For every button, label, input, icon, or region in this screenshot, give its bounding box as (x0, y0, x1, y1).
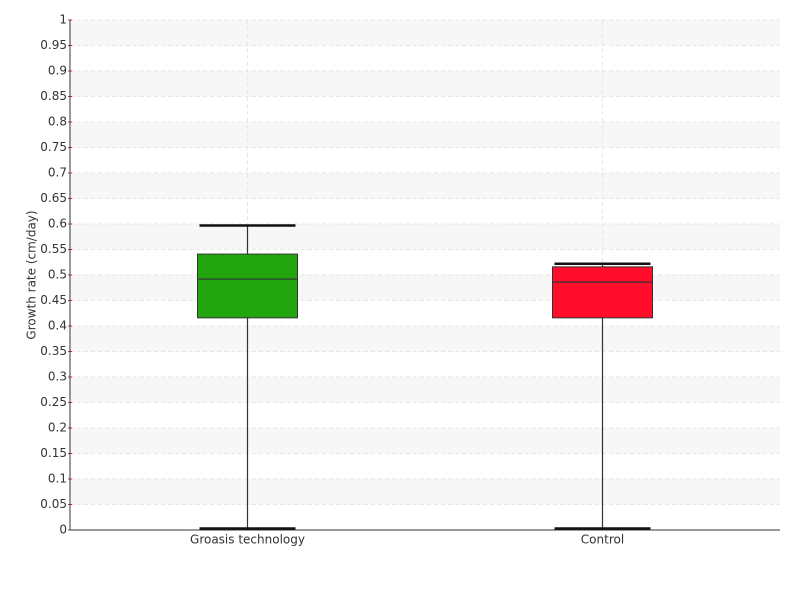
y-tick-label: 0.05 (40, 497, 67, 511)
grid-band (70, 224, 780, 250)
grid-band (70, 479, 780, 505)
y-tick-label: 0.65 (40, 191, 67, 205)
y-tick-label: 0.4 (48, 319, 67, 333)
y-tick-label: 0.5 (48, 268, 67, 282)
x-tick-label: Control (581, 533, 624, 547)
y-tick-label: 1 (59, 13, 67, 27)
y-tick-label: 0.7 (48, 166, 67, 180)
y-tick-label: 0.55 (40, 242, 67, 256)
grid-band (70, 173, 780, 199)
y-tick-label: 0.75 (40, 140, 67, 154)
y-tick-label: 0.95 (40, 38, 67, 52)
grid-band (70, 122, 780, 148)
y-tick-label: 0 (59, 523, 67, 537)
box (552, 266, 653, 319)
grid-band (70, 20, 780, 46)
y-tick-label: 0.25 (40, 395, 67, 409)
grid-band (70, 428, 780, 454)
y-tick-label: 0.6 (48, 217, 67, 231)
y-tick-label: 0.35 (40, 344, 67, 358)
y-tick-label: 0.2 (48, 421, 67, 435)
y-tick-label: 0.15 (40, 446, 67, 460)
y-tick-label: 0.9 (48, 64, 67, 78)
box (197, 253, 298, 319)
y-tick-label: 0.1 (48, 472, 67, 486)
y-tick-label: 0.45 (40, 293, 67, 307)
y-tick-label: 0.85 (40, 89, 67, 103)
y-axis-label: Growth rate (cm/day) (25, 210, 39, 339)
grid-band (70, 377, 780, 403)
y-tick-label: 0.3 (48, 370, 67, 384)
grid-band (70, 326, 780, 352)
grid-band (70, 71, 780, 97)
x-tick-label: Groasis technology (190, 533, 305, 547)
grid-band (70, 275, 780, 301)
y-tick-label: 0.8 (48, 115, 67, 129)
